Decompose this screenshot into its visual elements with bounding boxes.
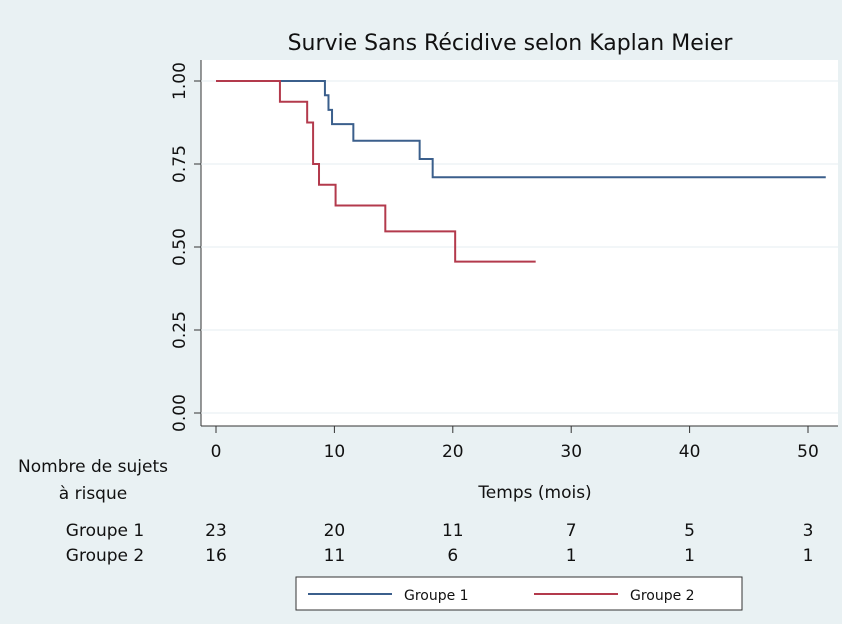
risk-count: 1 <box>803 546 814 566</box>
plot-area <box>201 60 838 426</box>
risk-table-label: à risque <box>59 484 127 504</box>
risk-count: 3 <box>803 521 814 541</box>
x-tick-label: 30 <box>560 442 582 462</box>
legend-label: Groupe 1 <box>404 588 469 604</box>
risk-count: 6 <box>447 546 458 566</box>
y-tick-label: 0.50 <box>170 228 190 266</box>
risk-count: 1 <box>684 546 695 566</box>
x-tick-label: 40 <box>679 442 701 462</box>
risk-count: 11 <box>324 546 346 566</box>
risk-table-label: Nombre de sujets <box>18 457 168 477</box>
risk-count: 23 <box>205 521 227 541</box>
risk-count: 16 <box>205 546 227 566</box>
x-tick-label: 0 <box>211 442 222 462</box>
risk-row-label: Groupe 2 <box>66 546 144 566</box>
risk-row-label: Groupe 1 <box>66 521 144 541</box>
risk-count: 1 <box>566 546 577 566</box>
x-tick-label: 20 <box>442 442 464 462</box>
risk-count: 7 <box>566 521 577 541</box>
y-tick-label: 1.00 <box>170 62 190 100</box>
x-tick-label: 50 <box>797 442 819 462</box>
risk-count: 11 <box>442 521 464 541</box>
y-tick-label: 0.75 <box>170 145 190 183</box>
risk-count: 20 <box>324 521 346 541</box>
survival-curve <box>216 80 536 263</box>
risk-count: 5 <box>684 521 695 541</box>
y-tick-label: 0.00 <box>170 394 190 432</box>
x-tick-label: 10 <box>324 442 346 462</box>
x-axis-label: Temps (mois) <box>477 483 591 503</box>
legend-label: Groupe 2 <box>630 588 695 604</box>
y-tick-label: 0.25 <box>170 311 190 349</box>
chart-title: Survie Sans Récidive selon Kaplan Meier <box>288 31 734 56</box>
survival-curve <box>216 80 826 179</box>
